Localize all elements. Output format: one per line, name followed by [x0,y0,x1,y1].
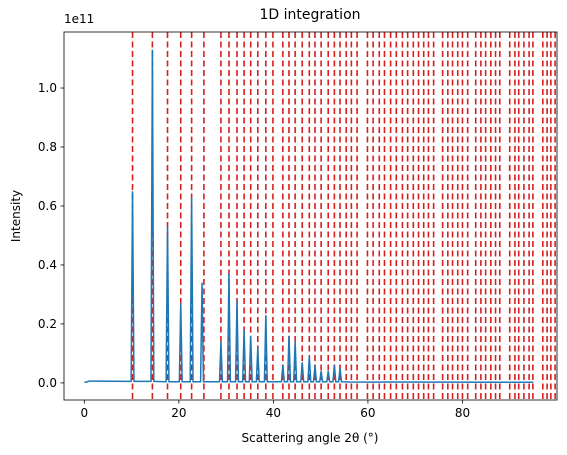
y-tick-label: 1.0 [38,81,57,95]
x-tick-label: 0 [81,406,89,420]
data-line [84,49,534,384]
y-offset-label: 1e11 [64,12,94,26]
y-axis-label: Intensity [9,190,23,242]
y-tick-label: 0.6 [38,199,57,213]
y-tick-label: 0.0 [38,376,57,390]
y-tick-label: 0.4 [38,258,57,272]
y-tick-label: 0.8 [38,140,57,154]
x-tick-label: 80 [455,406,470,420]
plot-area [84,32,556,400]
x-tick-label: 40 [266,406,281,420]
plot-frame [63,31,558,401]
x-tick-label: 20 [171,406,186,420]
chart-title: 1D integration [259,7,360,23]
x-axis-label: Scattering angle 2θ (°) [242,431,379,445]
x-tick-label: 60 [360,406,375,420]
y-tick-label: 0.2 [38,317,57,331]
